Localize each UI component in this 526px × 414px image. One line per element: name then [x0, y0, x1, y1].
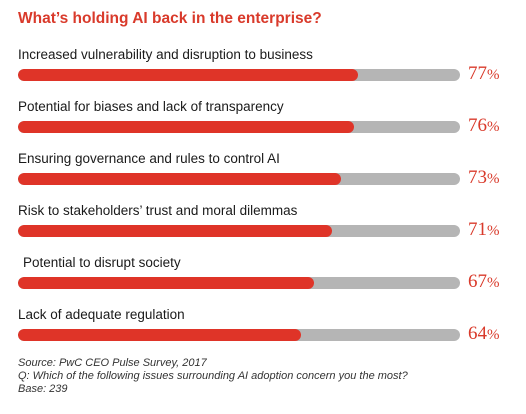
value-percent-sign: % [487, 119, 500, 135]
value-number: 71 [468, 219, 487, 240]
value-label: 64% [468, 323, 500, 345]
value-label: 71% [468, 219, 500, 241]
chart-title: What’s holding AI back in the enterprise… [18, 10, 322, 27]
category-label: Potential for biases and lack of transpa… [18, 99, 284, 114]
survey-question: Q: Which of the following issues surroun… [18, 370, 408, 382]
value-label: 67% [468, 271, 500, 293]
bar-track [18, 121, 460, 133]
bar-track [18, 69, 460, 81]
value-percent-sign: % [487, 67, 500, 83]
bar-track [18, 277, 460, 289]
category-label: Ensuring governance and rules to control… [18, 151, 280, 166]
source-note: Source: PwC CEO Pulse Survey, 2017 [18, 357, 207, 369]
category-label: Potential to disrupt society [23, 255, 181, 270]
value-label: 76% [468, 115, 500, 137]
bar-fill [18, 277, 314, 289]
value-number: 77 [468, 63, 487, 84]
value-number: 73 [468, 167, 487, 188]
bar-fill [18, 69, 358, 81]
chart-footer: Source: PwC CEO Pulse Survey, 2017 Q: Wh… [18, 357, 408, 396]
sample-base: Base: 239 [18, 383, 68, 395]
bar-track [18, 329, 460, 341]
value-number: 67 [468, 271, 487, 292]
value-label: 73% [468, 167, 500, 189]
bar-fill [18, 225, 332, 237]
category-label: Lack of adequate regulation [18, 307, 185, 322]
value-number: 64 [468, 323, 487, 344]
value-number: 76 [468, 115, 487, 136]
bar-track [18, 173, 460, 185]
category-label: Increased vulnerability and disruption t… [18, 47, 313, 62]
bar-fill [18, 173, 341, 185]
value-percent-sign: % [487, 223, 500, 239]
value-percent-sign: % [487, 327, 500, 343]
bar-fill [18, 329, 301, 341]
bar-track [18, 225, 460, 237]
category-label: Risk to stakeholders’ trust and moral di… [18, 203, 298, 218]
bar-fill [18, 121, 354, 133]
value-percent-sign: % [487, 275, 500, 291]
value-label: 77% [468, 63, 500, 85]
value-percent-sign: % [487, 171, 500, 187]
bar-rows: Increased vulnerability and disruption t… [18, 47, 500, 345]
